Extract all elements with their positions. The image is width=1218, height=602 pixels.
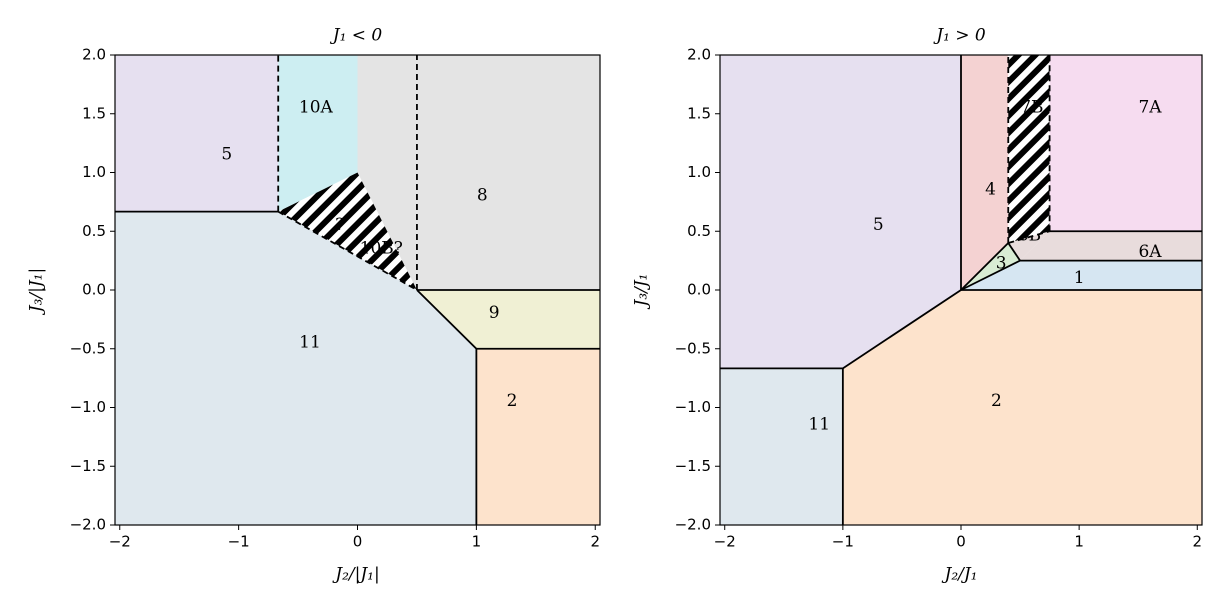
- x-tick-label: 2: [1193, 533, 1203, 551]
- region: [961, 260, 1202, 290]
- x-tick-label: 0: [956, 533, 966, 551]
- region-label: 3: [996, 254, 1007, 274]
- y-tick-label: 0.5: [687, 222, 711, 240]
- region: [1008, 55, 1050, 243]
- annotation: ?: [335, 215, 344, 235]
- y-tick-label: 1.0: [687, 163, 711, 181]
- x-tick-label: −1: [228, 533, 250, 551]
- y-axis-label: J₃/J₁: [632, 274, 652, 310]
- region-label: 10B?: [360, 238, 403, 258]
- region-label: 7B: [1020, 97, 1043, 117]
- y-tick-label: −2.0: [675, 516, 711, 534]
- y-axis-label: J₃/|J₁|: [27, 268, 47, 315]
- region-label: 1: [1074, 268, 1085, 288]
- region: [357, 55, 600, 290]
- panel: 511216A6B347B7A−2−1012−2.0−1.5−1.0−0.50.…: [632, 26, 1203, 585]
- region: [1008, 231, 1050, 261]
- x-tick-label: 1: [1074, 533, 1084, 551]
- y-tick-label: −1.0: [70, 398, 106, 416]
- region-label: 11: [299, 332, 321, 352]
- boundary: [960, 242, 1009, 291]
- y-tick-label: 0.5: [82, 222, 106, 240]
- region: [278, 55, 358, 212]
- region-label: 11: [808, 415, 830, 435]
- y-tick-label: −1.5: [70, 457, 106, 475]
- region: [115, 211, 477, 525]
- region-label: 8: [477, 186, 488, 206]
- region: [961, 243, 1021, 290]
- region-label: 4: [985, 180, 996, 200]
- panel: 5 10A 8 10B? 9 2 11? −2 −1 0 1 2 −2.0 −1.5 −1.0 −0.5 0.0…: [27, 26, 601, 585]
- y-tick-label: 1.5: [687, 104, 711, 122]
- region-label: 10A: [299, 97, 334, 117]
- x-axis-label: J₂/|J₁|: [332, 565, 379, 585]
- region-label: 6A: [1138, 242, 1162, 262]
- region: [720, 55, 961, 369]
- x-tick-label: 2: [590, 533, 600, 551]
- y-tick-label: −1.0: [675, 398, 711, 416]
- y-tick-label: −0.5: [70, 339, 106, 357]
- y-tick-label: −0.5: [675, 339, 711, 357]
- region-label: 2: [507, 391, 518, 411]
- region: [842, 290, 1202, 525]
- chart-title: J₁ > 0: [933, 26, 986, 46]
- y-tick-label: −2.0: [70, 516, 106, 534]
- x-tick-label: −2: [109, 533, 131, 551]
- y-tick-label: 1.5: [82, 104, 106, 122]
- region: [1049, 55, 1202, 232]
- x-tick-label: −1: [832, 533, 854, 551]
- y-tick-label: −1.5: [675, 457, 711, 475]
- y-tick-label: 0.0: [687, 281, 711, 299]
- region: [476, 348, 600, 525]
- y-tick-label: 2.0: [687, 46, 711, 64]
- y-tick-label: 2.0: [82, 46, 106, 64]
- region: [1020, 231, 1202, 261]
- boundary: [277, 210, 418, 291]
- x-tick-label: 1: [472, 533, 482, 551]
- y-tick-label: 1.0: [82, 163, 106, 181]
- chart-title: J₁ < 0: [330, 26, 383, 46]
- y-tick-label: 0.0: [82, 281, 106, 299]
- region-label: 7A: [1138, 97, 1162, 117]
- region: [961, 55, 1009, 290]
- region-label: 5: [221, 144, 232, 164]
- region-label: 5: [873, 215, 884, 235]
- region: [720, 368, 843, 525]
- x-tick-label: 0: [353, 533, 363, 551]
- boundary: [1008, 230, 1050, 244]
- region-label: 2: [991, 391, 1002, 411]
- x-tick-label: −2: [714, 533, 736, 551]
- region: [278, 172, 417, 290]
- region-label: 9: [489, 303, 500, 323]
- region: [115, 55, 279, 212]
- x-axis-label: J₂/J₁: [942, 565, 978, 585]
- boundary: [1007, 242, 1021, 262]
